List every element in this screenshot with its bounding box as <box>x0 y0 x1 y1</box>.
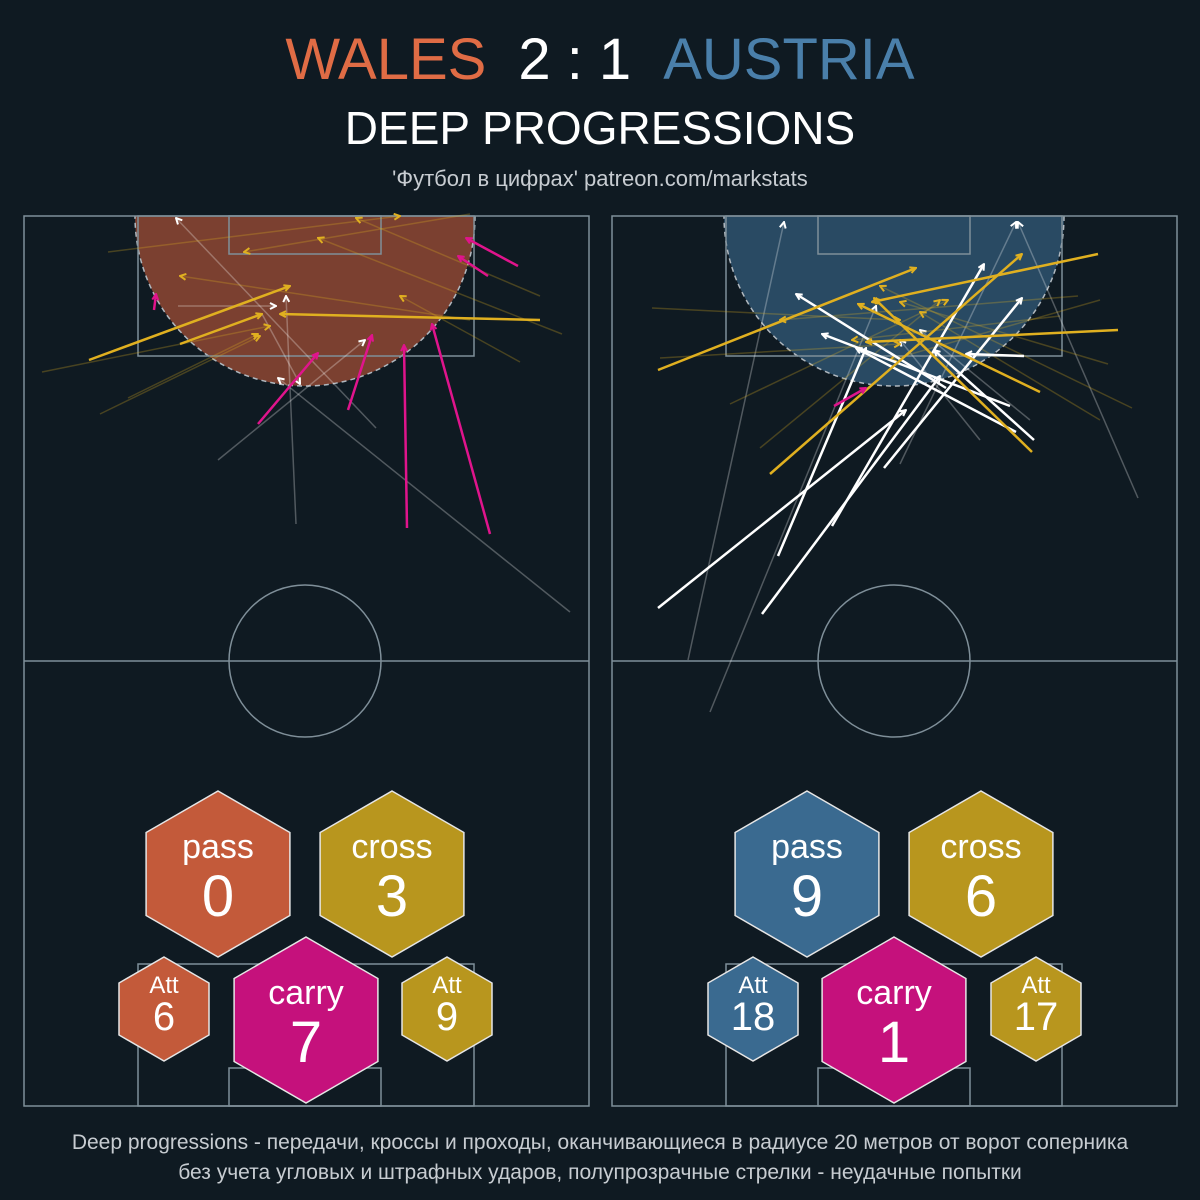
cross-arrow <box>729 300 948 405</box>
cross-arrow <box>107 216 400 253</box>
pass-arrow <box>822 334 1011 408</box>
hex-cross-attempts: Att 9 <box>401 956 493 1062</box>
hex-cross-label: cross <box>940 828 1021 866</box>
pass-arrow <box>776 348 866 557</box>
carry-arrow <box>154 294 156 311</box>
cross-arrow <box>852 315 1061 340</box>
hex-carry-label: carry <box>268 974 344 1012</box>
hex-pass-att-label: Att <box>738 972 768 999</box>
score-line: WALES 2 : 1 AUSTRIA <box>0 28 1200 92</box>
cross-arrow <box>900 302 1109 365</box>
carry-arrow <box>833 388 866 408</box>
cross-arrow <box>88 286 290 362</box>
hex-cross-att-label: Att <box>1021 972 1051 999</box>
footer-note: Deep progressions - передачи, кроссы и п… <box>0 1128 1200 1188</box>
hex-pass-attempts: Att 6 <box>118 956 210 1062</box>
cross-arrow <box>318 238 563 335</box>
match-score: 2 : 1 <box>518 27 632 92</box>
carry-arrow <box>346 335 372 411</box>
stats-home: pass 0 cross 3 carry 7 Att 6 Att 9 <box>118 790 493 1104</box>
pitch-away <box>611 215 1178 1107</box>
hex-pass-value: 9 <box>791 864 823 929</box>
hex-pass-att-value: 18 <box>731 995 776 1039</box>
carry-arrow <box>257 353 318 425</box>
pass-arrow <box>966 354 1025 356</box>
home-team-name: WALES <box>285 27 487 92</box>
cross-arrow <box>356 218 541 297</box>
carry-arrow <box>432 324 492 535</box>
cross-arrow <box>280 314 541 322</box>
hex-cross-att-value: 17 <box>1014 995 1059 1039</box>
cross-arrow <box>99 336 260 415</box>
cross-arrow <box>127 334 258 399</box>
hex-pass-label: pass <box>771 828 843 866</box>
hex-pass-att-value: 6 <box>153 995 175 1039</box>
hex-cross-att-label: Att <box>432 972 462 999</box>
six-yard-box-top <box>817 215 971 255</box>
footer-line-1: Deep progressions - передачи, кроссы и п… <box>71 1131 1129 1154</box>
hex-cross-attempts: Att 17 <box>990 956 1082 1062</box>
carry-arrow <box>458 256 489 278</box>
stats-away: pass 9 cross 6 carry 1 Att 18 Att 17 <box>707 790 1082 1104</box>
pass-arrow <box>856 346 1017 434</box>
hex-carry: carry 1 <box>821 936 967 1104</box>
hex-cross-att-value: 9 <box>436 995 458 1039</box>
pass-arrow <box>286 296 297 525</box>
chart-subtitle: DEEP PROGRESSIONS <box>344 102 856 154</box>
cross-arrow <box>769 254 1022 475</box>
carry-arrow <box>466 236 519 268</box>
cross-arrow <box>41 326 270 373</box>
cross-arrow <box>866 328 1119 342</box>
cross-arrow <box>920 312 1101 421</box>
cross-arrow <box>880 286 1133 409</box>
pass-arrow <box>278 378 571 613</box>
cross-arrow <box>179 314 262 346</box>
hex-pass: pass 0 <box>145 790 291 958</box>
pass-arrow <box>217 340 365 461</box>
hex-pass-att-label: Att <box>149 972 179 999</box>
pass-arrow <box>657 410 906 609</box>
pass-arrow <box>709 306 876 713</box>
cross-arrow <box>651 307 900 320</box>
footer-line-2: без учета угловых и штрафных ударов, пол… <box>178 1161 1022 1184</box>
hex-carry-value: 7 <box>290 1010 322 1075</box>
cross-arrow <box>657 268 916 372</box>
hex-carry: carry 7 <box>233 936 379 1104</box>
hex-cross-label: cross <box>351 828 432 866</box>
zone-circle-away <box>723 216 1065 387</box>
away-team-name: AUSTRIA <box>663 27 915 92</box>
cross-arrow <box>759 300 940 449</box>
carry-arrow <box>404 345 409 529</box>
six-yard-box-top <box>228 215 382 255</box>
cross-arrow <box>874 298 1033 453</box>
hex-cross: cross 6 <box>908 790 1054 958</box>
cross-arrow <box>858 302 1041 394</box>
arrows-away <box>651 222 1139 713</box>
cross-arrow <box>659 344 900 359</box>
hex-pass: pass 9 <box>734 790 880 958</box>
credit-line: 'Футбол в цифрах' patreon.com/markstats <box>392 166 808 191</box>
hex-cross-value: 3 <box>376 864 408 929</box>
hex-carry-value: 1 <box>878 1010 910 1075</box>
center-circle <box>817 584 971 738</box>
pass-arrow <box>1018 222 1139 499</box>
hex-cross: cross 3 <box>319 790 465 958</box>
cross-arrow <box>244 213 471 252</box>
hex-pass-value: 0 <box>202 864 234 929</box>
cross-arrow <box>872 252 1099 302</box>
hex-carry-label: carry <box>856 974 932 1012</box>
pass-arrow <box>900 340 981 441</box>
center-circle <box>228 584 382 738</box>
cross-arrow <box>400 296 521 363</box>
zone-circle-home <box>134 216 476 387</box>
pass-arrow <box>687 222 784 661</box>
pass-arrow <box>176 218 377 429</box>
arrows-home <box>41 213 571 613</box>
cross-arrow <box>180 276 471 321</box>
pitch-home <box>23 46 590 1107</box>
hex-pass-attempts: Att 18 <box>707 956 799 1062</box>
hex-cross-value: 6 <box>965 864 997 929</box>
hex-pass-label: pass <box>182 828 254 866</box>
